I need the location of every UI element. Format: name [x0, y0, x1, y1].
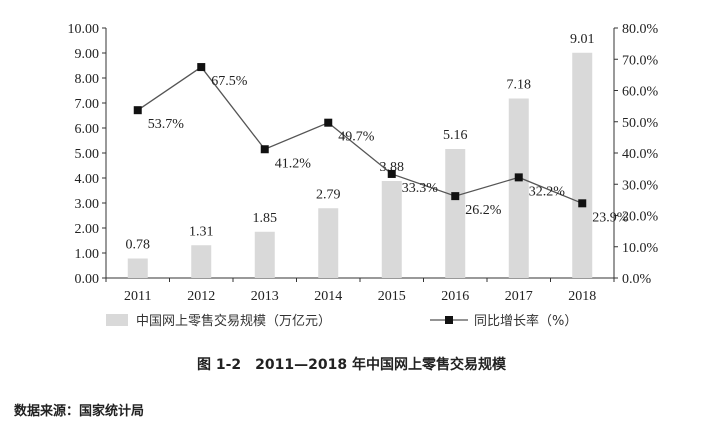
left-tick-label: 9.00 — [75, 47, 100, 62]
bar-value-label: 5.16 — [443, 128, 468, 143]
right-tick-label: 50.0% — [622, 116, 659, 131]
right-tick-label: 10.0% — [622, 241, 659, 256]
right-tick-label: 0.0% — [622, 272, 652, 287]
right-tick-label: 40.0% — [622, 147, 659, 162]
growth-rate-label: 33.3% — [402, 181, 439, 196]
legend-line-marker — [445, 316, 453, 324]
growth-rate-marker — [387, 169, 396, 178]
figure-caption: 图 1-2 2011—2018 年中国网上零售交易规模 — [197, 357, 506, 373]
right-tick-label: 30.0% — [622, 178, 659, 193]
bar-value-label: 3.88 — [380, 160, 405, 175]
bar — [318, 208, 339, 278]
bar-value-label: 9.01 — [570, 32, 595, 47]
bar-value-label: 1.85 — [253, 211, 278, 226]
x-tick-label: 2014 — [314, 289, 342, 304]
x-tick-label: 2012 — [187, 289, 215, 304]
growth-rate-label: 41.2% — [275, 156, 312, 171]
bar-value-label: 2.79 — [316, 187, 341, 202]
growth-rate-label: 53.7% — [148, 117, 185, 132]
x-tick-label: 2013 — [251, 289, 279, 304]
growth-rate-marker — [514, 173, 523, 182]
left-tick-label: 7.00 — [75, 97, 100, 112]
right-tick-label: 60.0% — [622, 85, 659, 100]
growth-rate-line — [137, 66, 583, 204]
growth-rate-label: 26.2% — [465, 203, 502, 218]
left-tick-label: 8.00 — [75, 72, 100, 87]
legend-bar-swatch — [106, 314, 128, 326]
right-tick-label: 70.0% — [622, 53, 659, 68]
growth-rate-label: 32.2% — [529, 184, 566, 199]
x-tick-label: 2017 — [505, 289, 533, 304]
bar — [191, 245, 212, 278]
left-tick-label: 5.00 — [75, 147, 100, 162]
growth-rate-marker — [260, 145, 269, 154]
growth-rate-marker — [324, 118, 333, 127]
left-tick-label: 2.00 — [75, 222, 100, 237]
growth-rate-marker — [578, 199, 587, 208]
left-tick-label: 0.00 — [75, 272, 100, 287]
legend-line-label: 同比增长率（%） — [474, 313, 577, 329]
right-tick-label: 20.0% — [622, 210, 659, 225]
bar-value-label: 1.31 — [189, 224, 214, 239]
x-tick-label: 2016 — [441, 289, 469, 304]
growth-rate-label: 23.9% — [592, 210, 629, 225]
right-tick-label: 80.0% — [622, 22, 659, 37]
bar — [508, 98, 529, 278]
legend-bar-label: 中国网上零售交易规模（万亿元） — [136, 313, 331, 329]
bar — [572, 52, 593, 278]
chart: 0.00 1.00 2.00 3.00 4.00 5.00 6.00 7.00 8.00 9.00… — [68, 22, 659, 329]
left-tick-label: 3.00 — [75, 197, 100, 212]
growth-rate-marker — [197, 63, 206, 72]
left-tick-label: 6.00 — [75, 122, 100, 137]
bar — [445, 149, 466, 278]
bar — [381, 181, 402, 278]
growth-rate-marker — [451, 192, 460, 201]
bar — [127, 258, 148, 278]
growth-rate-marker — [133, 106, 142, 115]
x-tick-label: 2011 — [124, 289, 151, 304]
bar-value-label: 0.78 — [126, 238, 151, 253]
left-tick-label: 1.00 — [75, 247, 100, 262]
left-tick-label: 4.00 — [75, 172, 100, 187]
growth-rate-label: 67.5% — [211, 74, 248, 89]
growth-rate-label: 49.7% — [338, 130, 375, 145]
data-source: 数据来源：国家统计局 — [14, 404, 145, 419]
x-tick-label: 2015 — [378, 289, 406, 304]
x-tick-label: 2018 — [568, 289, 596, 304]
bar — [254, 231, 275, 278]
left-tick-label: 10.00 — [68, 22, 100, 37]
bar-value-label: 7.18 — [507, 78, 532, 93]
